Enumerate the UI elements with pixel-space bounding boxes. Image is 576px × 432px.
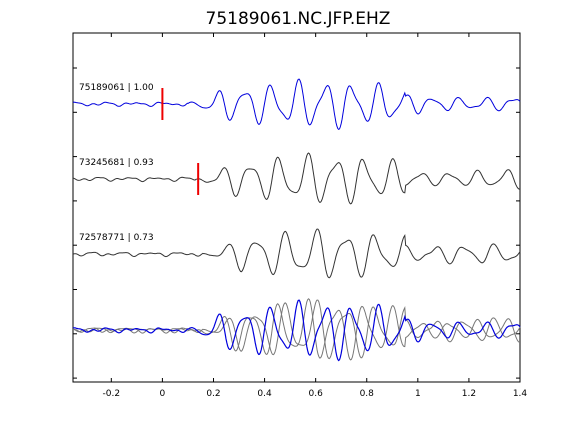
trace-waveform <box>72 152 520 205</box>
x-tick-label: 0 <box>160 389 166 399</box>
trace-label: 73245681 | 0.93 <box>79 158 154 168</box>
overlay-reference-waveform <box>72 299 521 362</box>
plot-frame <box>72 32 521 383</box>
trace-label: 72578771 | 0.73 <box>79 233 154 243</box>
overlay-waveform <box>72 298 520 361</box>
x-tick-label: 1.2 <box>462 389 476 399</box>
traces-area <box>72 78 521 362</box>
x-tick-label: 0.8 <box>360 389 375 399</box>
x-tick-label: 0.4 <box>257 389 272 399</box>
x-tick-label: 0.2 <box>206 389 220 399</box>
y-axis <box>73 67 520 379</box>
trace-label: 75189061 | 1.00 <box>79 83 154 93</box>
pick-markers <box>161 88 200 195</box>
trace-labels: 75189061 | 1.00 73245681 | 0.93 72578771 |… <box>79 83 154 243</box>
x-axis: -0.2 0 0.2 0.4 0.6 0.8 1 1.2 1.4 <box>103 33 528 399</box>
trace-waveform <box>72 78 521 131</box>
x-tick-label: -0.2 <box>103 389 121 399</box>
x-tick-label: 0.6 <box>308 389 323 399</box>
trace-waveform <box>72 228 521 279</box>
x-tick-label: 1.4 <box>513 389 528 399</box>
chart-title: 75189061.NC.JFP.EHZ <box>206 9 391 29</box>
x-tick-label: 1 <box>415 389 421 399</box>
